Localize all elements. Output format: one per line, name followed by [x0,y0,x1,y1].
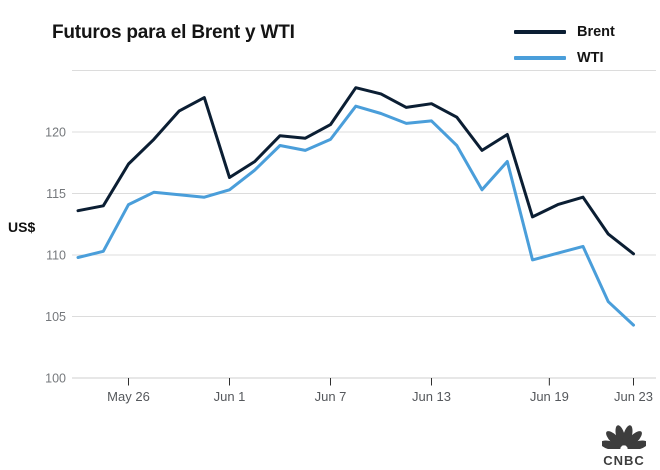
legend-label-wti: WTI [577,50,604,66]
chart-title: Futuros para el Brent y WTI [52,22,295,43]
y-tick-label-110: 110 [46,249,66,263]
legend-label-brent: Brent [577,24,615,40]
x-tick-label: Jun 23 [614,389,653,404]
peacock-icon [600,425,648,451]
wti-line-swatch-icon [514,56,566,60]
cnbc-logo: CNBC [592,417,656,467]
x-tick-label: Jun 1 [214,389,246,404]
legend-item-wti: WTI [514,49,615,67]
x-tick-label: Jun 13 [412,389,451,404]
y-tick-label-105: 105 [45,310,66,324]
x-tick-label: Jun 7 [315,389,347,404]
x-tick-label: May 26 [107,389,150,404]
chart-legend: Brent WTI [514,23,615,67]
wti-price-line [76,104,635,327]
brent-line-swatch-icon [514,30,566,34]
x-tick-label: Jun 19 [530,389,569,404]
y-tick-label-120: 120 [45,126,66,140]
legend-item-brent: Brent [514,23,615,41]
brent-price-line [76,86,635,256]
cnbc-logo-text: CNBC [603,453,645,468]
y-tick-label-115: 115 [46,187,66,201]
y-axis-unit-label: US$ [8,219,36,235]
y-tick-label-100: 100 [45,372,66,386]
